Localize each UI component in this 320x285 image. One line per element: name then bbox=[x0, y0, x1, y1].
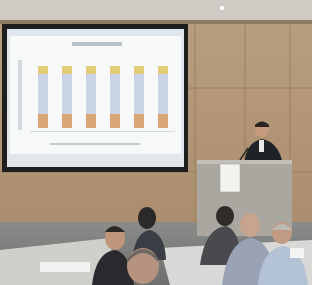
audience-head bbox=[216, 206, 234, 226]
audience-head bbox=[138, 207, 156, 229]
podium-sign bbox=[220, 164, 240, 192]
papers bbox=[290, 248, 304, 258]
ceiling-light bbox=[220, 6, 224, 10]
scene bbox=[0, 0, 312, 285]
papers bbox=[40, 262, 90, 272]
slide-title bbox=[72, 42, 122, 46]
ceiling bbox=[0, 0, 312, 22]
speaker-shirt bbox=[259, 140, 264, 152]
ceiling-edge bbox=[0, 20, 312, 24]
audience-head bbox=[240, 213, 260, 237]
audience-head bbox=[127, 248, 159, 284]
podium-top bbox=[197, 160, 292, 164]
